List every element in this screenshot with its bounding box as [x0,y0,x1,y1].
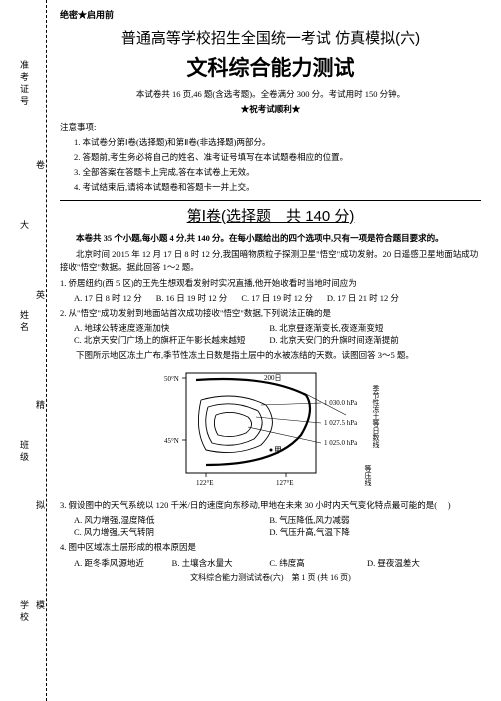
main-title-line1: 普通高等学校招生全国统一考试 仿真模拟(六) [60,27,481,48]
part-suf: 卷(选择题 共 140 分) [206,208,354,225]
margin-sym-5: 模 [34,600,47,617]
page-footer: 文科综合能力测试试卷(六) 第 1 页 (共 16 页) [60,572,481,583]
question-2-options: A. 地球公转速度逐渐加快 B. 北京昼逐渐变长,夜逐渐变短 C. 北京天安门广… [60,322,481,346]
frost-isoline [196,379,310,465]
chart-container: 甲 200日 50°N 45°N 122°E 127°E 1 030.0 hPa… [60,365,481,495]
isobar-label-3: 1 025.0 hPa [324,439,358,447]
notice-item: 2. 答题前,考生务必将自己的姓名、准考证号填写在本试题卷相应的位置。 [74,152,481,164]
isobar-1025 [214,413,251,437]
isobar-label-1: 1 030.0 hPa [324,399,358,407]
option: B. 气压降低,风力减弱 [269,514,464,526]
paper-info: 本试卷共 16 页,46 题(含选考题)。全卷满分 300 分。考试用时 150… [60,88,481,100]
lat-50: 50°N [164,375,179,383]
margin-sym-4: 精 [34,400,47,417]
background-1: 北京时间 2015 年 12 月 17 日 8 时 12 分,我国暗物质粒子探测… [60,248,481,274]
part-pre: 第 [187,208,202,225]
page-content: 绝密★启用前 普通高等学校招生全国统一考试 仿真模拟(六) 文科综合能力测试 本… [50,0,491,583]
lat-45: 45°N [164,437,179,445]
section-intro: 本卷共 35 个小题,每小题 4 分,共 140 分。在每小题给出的四个选项中,… [60,232,481,245]
margin-label-exam-id: 准考证号 [18,60,31,108]
goodluck: ★祝考试顺利★ [60,103,481,115]
background-2: 下图所示地区冻土广布,季节性冻土日数是指土层中的水被冻结的天数。读图回答 3～5… [60,349,481,362]
secret-label: 绝密★启用前 [60,8,481,21]
option: B. 土壤含水量大 [172,557,270,569]
lon-122: 122°E [196,479,214,487]
question-4-options: A. 距冬季风源地近 B. 土壤含水量大 C. 纬度高 D. 昼夜温差大 [60,557,481,569]
option: D. 昼夜温差大 [367,557,465,569]
margin-label-da: 大 [18,220,31,232]
option: A. 地球公转速度逐渐加快 [74,322,269,334]
margin-sym-3: 拟 [34,500,47,517]
question-2: 2. 从"悟空"成功发射到地面站首次成功接收"悟空"数据,下列说法正确的是 [60,307,481,320]
notice-heading: 注意事项: [60,121,481,133]
notice-item: 3. 全部答案在答题卡上完成,答在本试卷上无效。 [74,167,481,179]
margin-label-school: 学校 [18,600,31,624]
notice-item: 4. 考试结束后,请将本试题卷和答题卡一并上交。 [74,182,481,194]
contour-label: 200日 [264,374,282,382]
margin-sym-2: 英 [34,290,47,307]
option: A. 17 日 8 时 12 分 [74,292,142,304]
option: D. 北京天安门的升旗时间逐渐提前 [269,334,464,346]
right-label: 季节性冻土等日数线 [372,384,380,448]
option: D. 17 日 21 时 12 分 [327,292,399,304]
main-title-line2: 文科综合能力测试 [60,52,481,82]
option: C. 17 日 19 时 12 分 [241,292,313,304]
binding-margin: 准考证号 大 姓名 班级 学校 卷 英 拟 精 模 [0,0,48,701]
point-label: 甲 [274,446,282,455]
part-heading: 第Ⅰ卷(选择题 共 140 分) [60,205,481,226]
option: C. 纬度高 [269,557,367,569]
option: D. 气压升高,气温下降 [269,526,464,538]
map-chart: 甲 200日 50°N 45°N 122°E 127°E 1 030.0 hPa… [146,365,396,495]
question-4: 4. 图中区域冻土层形成的根本原因是 [60,541,481,554]
margin-sym-1: 卷 [34,160,47,177]
bottom-right-label: 等压线 [364,464,372,486]
binding-line [46,0,47,701]
isobar-label-2: 1 027.5 hPa [324,419,358,427]
question-3-options: A. 风力增强,湿度降低 B. 气压降低,风力减弱 C. 风力增强,天气转阴 D… [60,514,481,538]
option: C. 风力增强,天气转阴 [74,526,269,538]
notice-item: 1. 本试卷分第Ⅰ卷(选择题)和第Ⅱ卷(非选择题)两部分。 [74,137,481,149]
question-1-options: A. 17 日 8 时 12 分 B. 16 日 19 时 12 分 C. 17… [60,292,481,304]
option: A. 风力增强,湿度降低 [74,514,269,526]
lon-127: 127°E [276,479,294,487]
divider [60,200,481,201]
option: B. 北京昼逐渐变长,夜逐渐变短 [269,322,464,334]
margin-label-class: 班级 [18,440,31,464]
question-3: 3. 假设图中的天气系统以 120 千米/日的速度向东移动,甲地在未来 30 小… [60,499,481,512]
option: B. 16 日 19 时 12 分 [156,292,228,304]
margin-label-name: 姓名 [18,310,31,334]
option: A. 距冬季风源地近 [74,557,172,569]
question-1: 1. 侨居纽约(西 5 区)的王先生想观看发射时实况直播,他开始收看时当地时间应… [60,277,481,290]
point-jia [269,449,272,452]
option: C. 北京天安门广场上的旗杆正午影长越来越短 [74,334,269,346]
